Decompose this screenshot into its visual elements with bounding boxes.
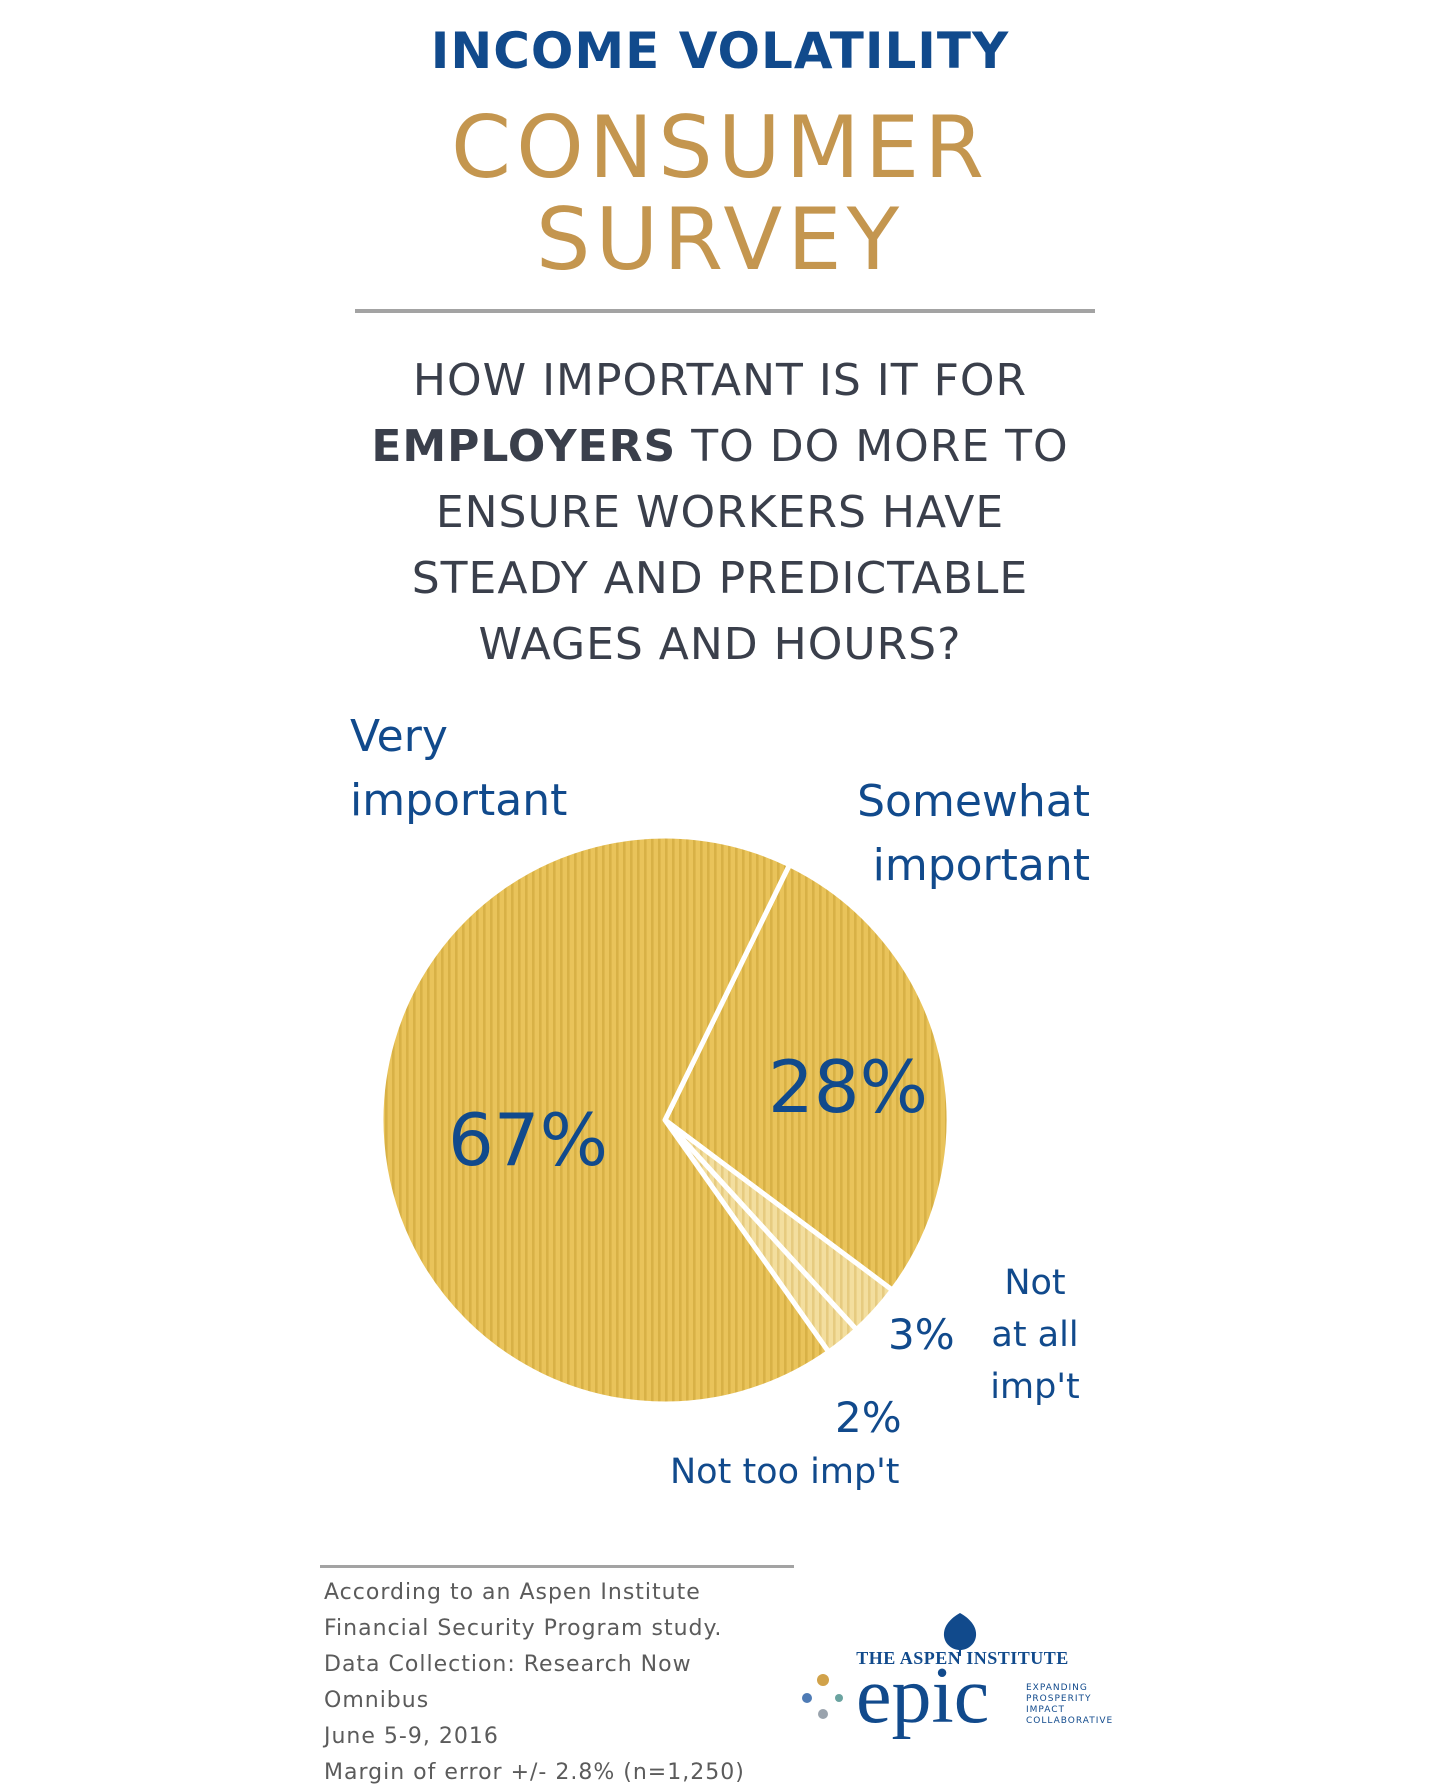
label-very-important-line1: Very: [350, 711, 448, 762]
epic-tag-3: IMPACT: [1026, 1705, 1066, 1715]
epic-dot-teal: [835, 1694, 843, 1702]
epic-dot-gray: [818, 1709, 828, 1719]
value-not-at-all-important: 3%: [888, 1310, 955, 1359]
value-somewhat-important: 28%: [768, 1045, 929, 1129]
footer-line-1: According to an Aspen Institute: [324, 1580, 701, 1605]
label-somewhat-important-line2: important: [872, 840, 1090, 891]
header-divider: [355, 309, 1095, 313]
label-not-too-important: Not too imp't: [670, 1452, 900, 1492]
aspen-leaf-icon: [943, 1613, 977, 1656]
question-line-2: EMPLOYERS TO DO MORE TO: [280, 414, 1160, 480]
footer-line-3: Data Collection: Research Now Omnibus: [324, 1652, 692, 1713]
question-line-1: HOW IMPORTANT IS IT FOR: [412, 355, 1028, 406]
label-not-at-all-line1: Not: [1004, 1263, 1066, 1303]
aspen-institute-name: THE ASPEN INSTITUTE: [856, 1648, 1069, 1668]
pie-slices: [378, 833, 952, 1407]
epic-dot-blue: [802, 1693, 812, 1703]
question-line-2-rest: TO DO MORE TO: [676, 421, 1069, 472]
epic-tag-1: EXPANDING: [1026, 1683, 1088, 1693]
footer-line-4: June 5-9, 2016: [324, 1724, 499, 1749]
footer-line-2: Financial Security Program study.: [324, 1616, 723, 1641]
pie-slice-somewhat-important: [662, 862, 952, 1293]
epic-dot-gold: [817, 1674, 829, 1686]
title-income-volatility: INCOME VOLATILITY: [430, 22, 1010, 80]
label-very-important-line2: important: [350, 775, 568, 826]
footer-line-5: Margin of error +/- 2.8% (n=1,250): [324, 1760, 745, 1785]
epic-dots-icon: [802, 1674, 843, 1719]
epic-tag-4: COLLABORATIVE: [1026, 1716, 1114, 1726]
label-not-at-all-important: Not at all imp't: [975, 1257, 1095, 1413]
label-not-at-all-line3: imp't: [990, 1367, 1080, 1407]
question-emphasis-employers: EMPLOYERS: [371, 421, 677, 472]
value-not-too-important: 2%: [835, 1393, 902, 1442]
question-line-3: ENSURE WORKERS HAVE: [435, 487, 1005, 538]
question-line-5: WAGES AND HOURS?: [478, 619, 962, 670]
label-somewhat-important: Somewhat important: [760, 770, 1090, 898]
value-very-important: 67%: [448, 1098, 609, 1182]
epic-tag-2: PROSPERITY: [1026, 1694, 1092, 1704]
pie-slice-very-important: [378, 833, 832, 1407]
label-very-important: Very important: [350, 705, 567, 833]
epic-logo-word: epic: [856, 1652, 990, 1740]
footer-source: According to an Aspen Institute Financia…: [324, 1575, 804, 1791]
title-consumer: CONSUMER: [451, 98, 989, 198]
epic-tagline: EXPANDING PROSPERITY IMPACT COLLABORATIV…: [1026, 1683, 1136, 1727]
survey-question: HOW IMPORTANT IS IT FOR EMPLOYERS TO DO …: [280, 348, 1160, 678]
label-somewhat-important-line1: Somewhat: [857, 776, 1090, 827]
question-line-4: STEADY AND PREDICTABLE: [411, 553, 1029, 604]
footer-divider: [320, 1565, 794, 1568]
title-survey: SURVEY: [535, 190, 905, 290]
label-not-at-all-line2: at all: [991, 1315, 1079, 1355]
